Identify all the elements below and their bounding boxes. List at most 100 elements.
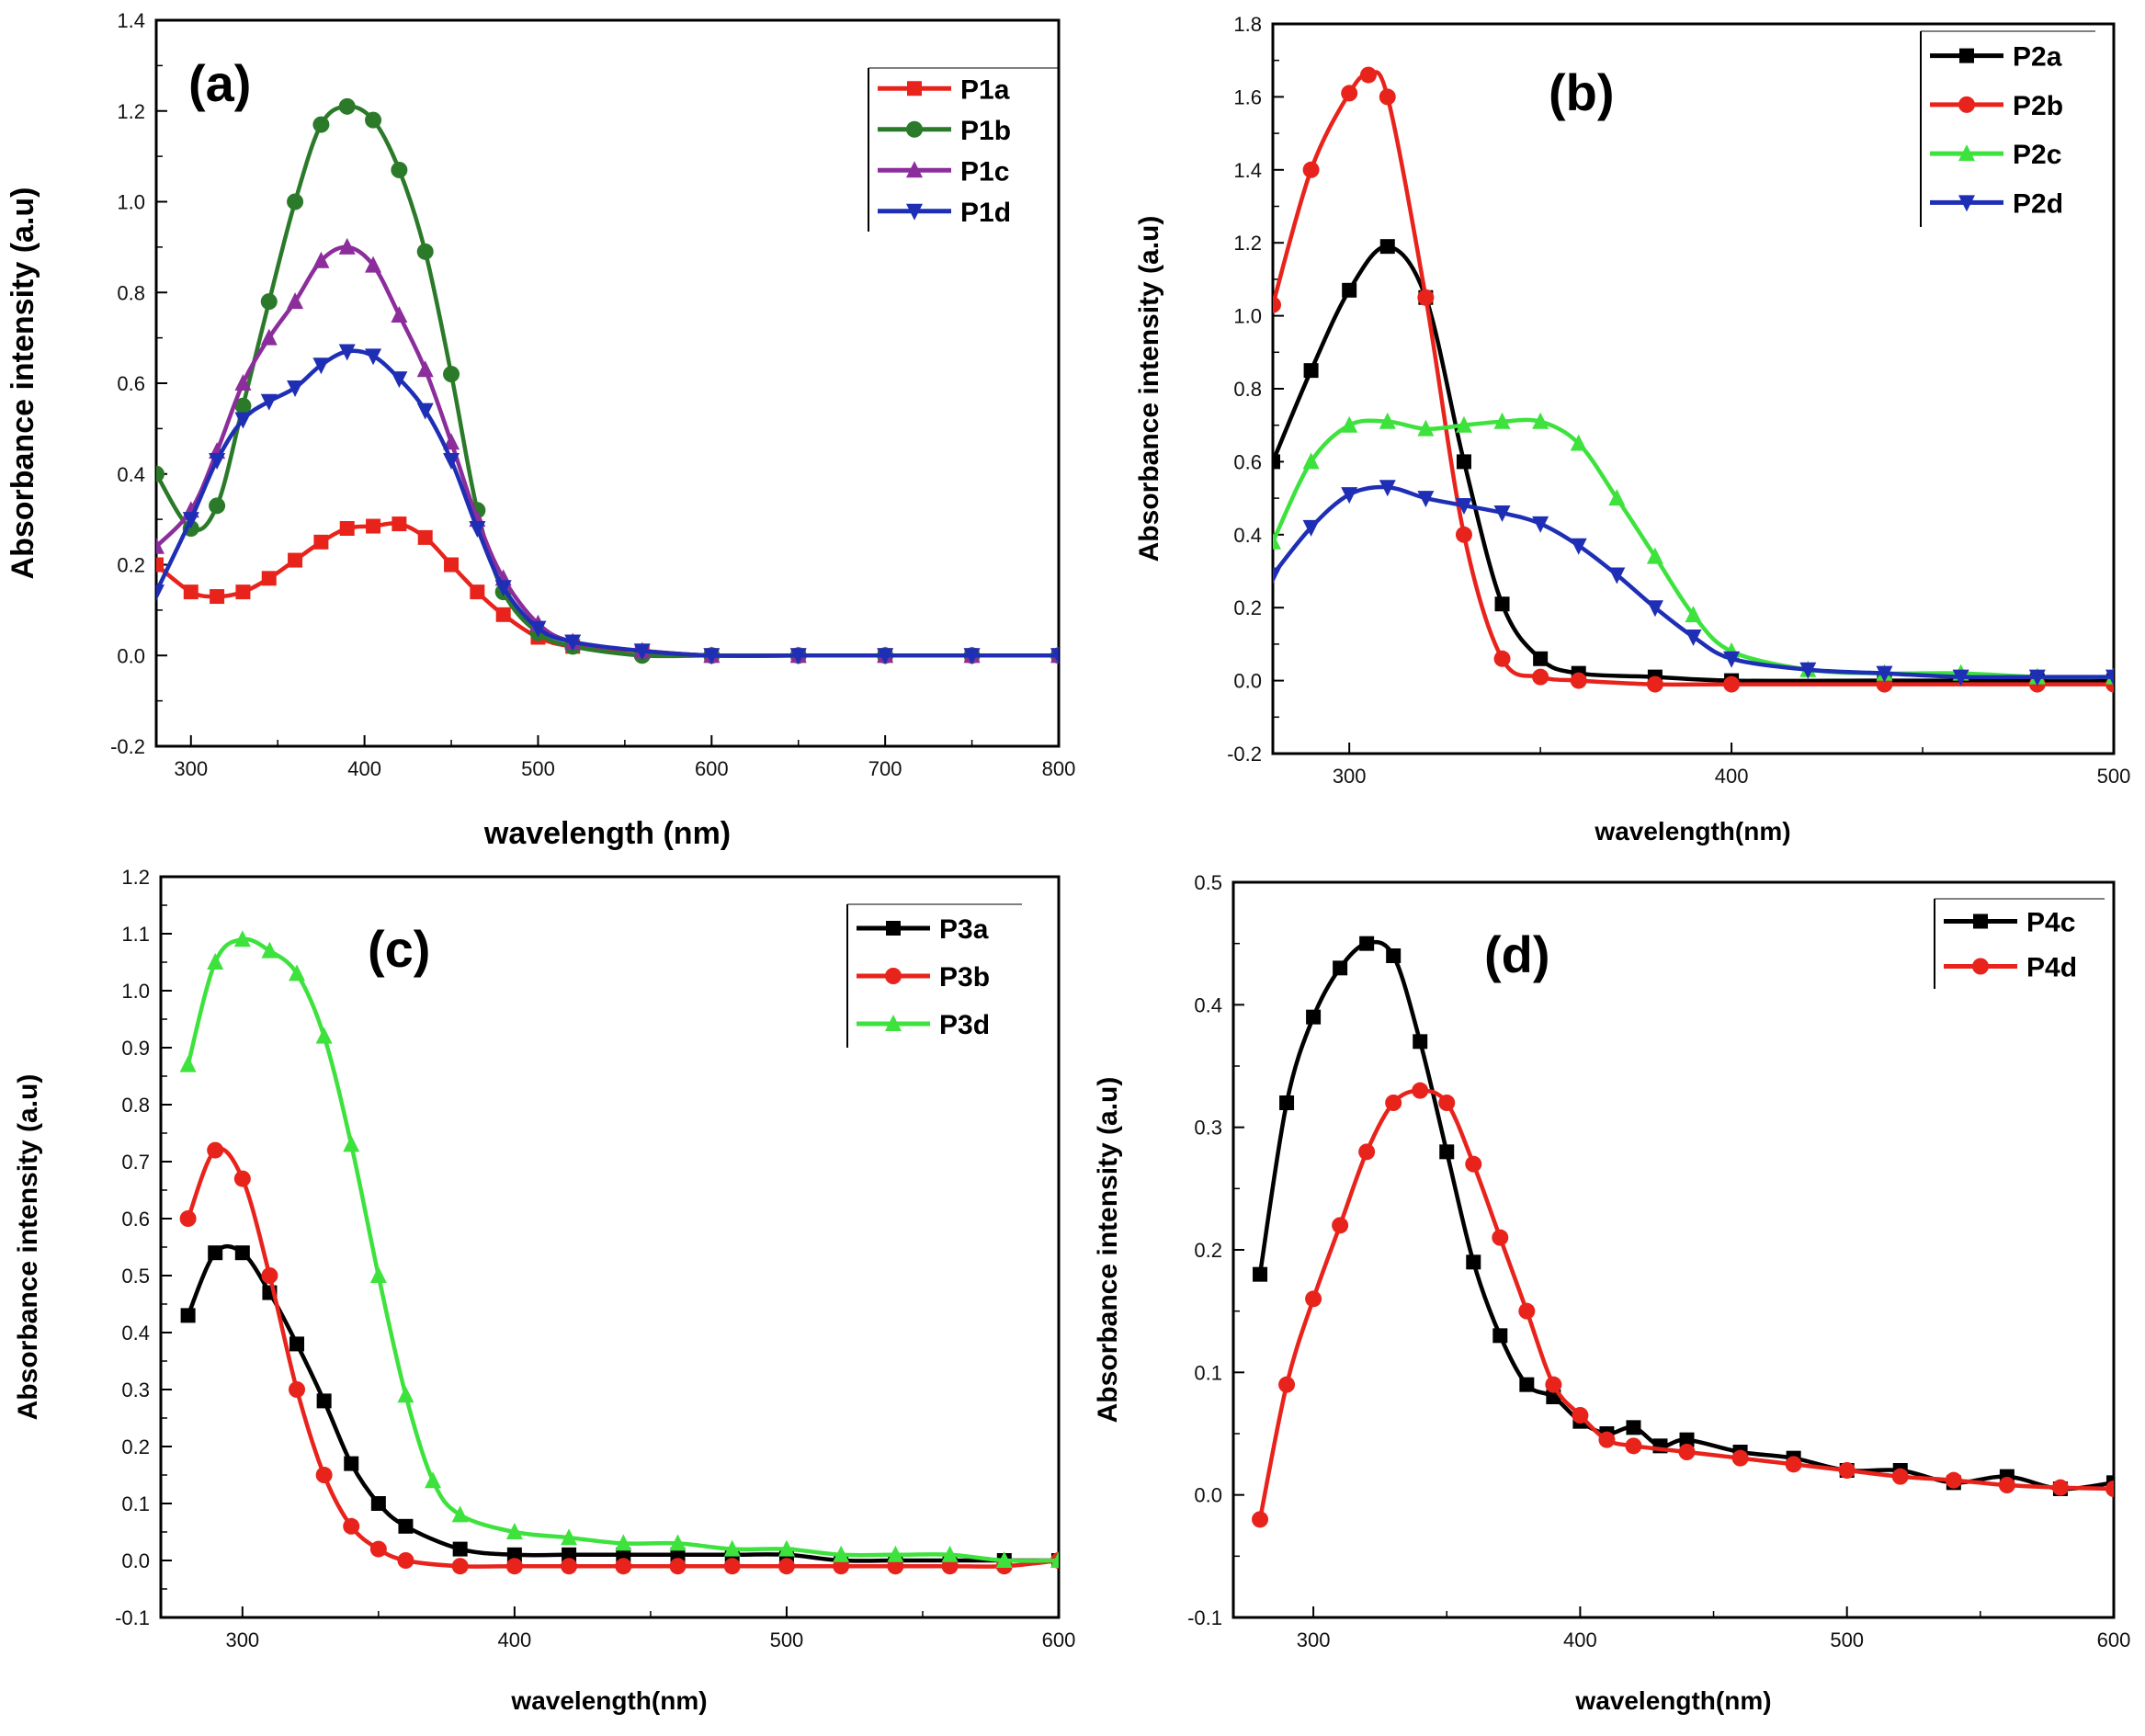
data-point-P2d [1341, 487, 1358, 505]
legend-label: P1b [960, 116, 1011, 146]
data-point-P2d [1685, 629, 1702, 646]
series-line-P3b [186, 1146, 1059, 1569]
data-point-P2d [1455, 498, 1472, 516]
chart-panel-4: -0.1 0.0 0.1 0.2 0.3 0.4 0.5 300 400 500 600 wavele… [1093, 871, 2130, 1715]
legend-item-P2c: P2c [1930, 140, 2061, 170]
legend: P1a P1b P1c P1d [868, 67, 1059, 232]
legend: P2a P2b P2c P2d [1920, 30, 2095, 227]
legend-item-P1b: P1b [878, 116, 1011, 146]
data-point-P3d [777, 1539, 795, 1557]
y-tick-label: 1.2 [121, 866, 150, 889]
data-point-P1c [338, 237, 356, 255]
data-point-P1d [494, 580, 512, 597]
data-point-P3b [343, 1517, 360, 1535]
legend-label: P3a [939, 914, 989, 945]
data-point-P3d [179, 1055, 197, 1072]
data-point-P4c [1519, 1377, 1535, 1392]
legend-label: P1a [960, 74, 1010, 105]
y-tick-label: 0.7 [121, 1151, 150, 1174]
data-point-P4d [1278, 1376, 1296, 1393]
data-point-P4d [1438, 1095, 1456, 1111]
data-point-P1b [416, 243, 434, 260]
y-tick-label: 1.4 [117, 9, 145, 32]
data-point-P3b [561, 1558, 578, 1575]
data-point-P3b [777, 1558, 795, 1575]
legend-item-P1a: P1a [878, 74, 1010, 105]
legend-item-P1d: P1d [878, 198, 1011, 228]
x-tick-label: 500 [2097, 765, 2131, 788]
data-point-P1a [470, 584, 485, 600]
data-point-P2c [1608, 489, 1626, 506]
data-point-P2d [1608, 567, 1626, 584]
data-point-P2d [1799, 662, 1817, 679]
y-tick-label: -0.1 [1187, 1606, 1222, 1629]
y-tick-label: 1.2 [1233, 232, 1262, 255]
data-point-P3b [451, 1558, 469, 1575]
data-point-P3a [344, 1456, 359, 1471]
legend-item-P2d: P2d [1930, 188, 2063, 219]
x-axis-title: wavelength(nm) [510, 1686, 707, 1715]
data-point-P1d [209, 452, 226, 470]
legend-marker [1972, 958, 1989, 975]
data-point-P2a [1303, 363, 1319, 379]
data-point-P3d [261, 941, 278, 959]
data-point-P3d [233, 930, 251, 947]
data-point-P2a [1273, 454, 1280, 470]
data-point-P3b [397, 1552, 414, 1569]
y-tick-label: 1.0 [117, 191, 145, 214]
y-tick-label: 0.1 [121, 1492, 150, 1515]
x-tick-label: 300 [174, 757, 208, 780]
data-point-P3b [207, 1141, 224, 1159]
data-point-P4d [1465, 1155, 1482, 1173]
data-point-P2d [1302, 519, 1320, 537]
y-tick-label: 0.4 [1233, 524, 1262, 547]
y-tick-label: 0.5 [121, 1265, 150, 1288]
data-point-P1d [234, 412, 252, 429]
panel-label: (a) [188, 54, 251, 112]
series-P3d [179, 930, 1059, 1568]
chart-panel-2: -0.2 0.0 0.2 0.4 0.6 0.8 1.0 1.2 1.4 1.6 1.8 300 400… [1134, 13, 2130, 845]
data-point-P2a [1494, 596, 1510, 612]
data-point-P2b [1302, 161, 1320, 178]
data-point-P2d [1532, 516, 1549, 533]
legend-label: P4d [2026, 953, 2077, 983]
legend-label: P2c [2013, 140, 2061, 170]
data-point-P1c [234, 374, 252, 391]
data-point-P4c [1253, 1266, 1268, 1282]
legend-marker [907, 81, 922, 96]
y-tick-label: 0.0 [117, 644, 145, 667]
data-point-P3b [615, 1558, 632, 1575]
data-point-P3a [370, 1496, 386, 1511]
panel-label: (c) [368, 920, 430, 978]
data-point-P4d [1545, 1376, 1562, 1393]
legend-item-P2a: P2a [1930, 42, 2062, 73]
data-point-P4d [1625, 1437, 1642, 1455]
x-axis-title: wavelength (nm) [483, 816, 731, 851]
data-point-P4c [1679, 1432, 1695, 1447]
x-tick-label: 300 [1333, 765, 1367, 788]
series-P4c [1253, 936, 2114, 1496]
legend-item-P3d: P3d [857, 1010, 990, 1040]
x-tick-label: 800 [1042, 757, 1076, 780]
legend-label: P1d [960, 198, 1011, 228]
data-point-P4c [1466, 1254, 1481, 1270]
data-point-P2c [1379, 412, 1396, 429]
data-point-P3d [397, 1386, 414, 1403]
plot-frame [159, 875, 1061, 1619]
data-point-P4d [1998, 1477, 2015, 1493]
data-point-P2b [1417, 289, 1435, 306]
legend-marker [1958, 96, 1975, 113]
data-point-P4c [1359, 936, 1375, 951]
legend-marker [1959, 48, 1974, 63]
x-tick-label: 500 [770, 1628, 804, 1651]
legend-marker [1958, 195, 1975, 212]
legend-item-P3b: P3b [857, 962, 990, 993]
y-tick-label: 1.0 [121, 980, 150, 1003]
legend: P4c P4d [1934, 898, 2105, 989]
y-tick-label: -0.1 [115, 1606, 150, 1629]
data-point-P1d [703, 648, 721, 665]
x-tick-label: 400 [498, 1628, 532, 1651]
data-point-P3b [261, 1267, 278, 1284]
data-point-P2c [1570, 434, 1587, 451]
data-point-P3d [561, 1528, 578, 1546]
